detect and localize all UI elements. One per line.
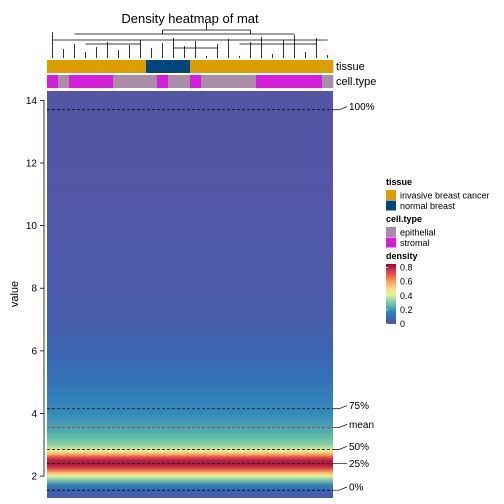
reference-connector-0: [333, 106, 348, 111]
dendro-bar-4: [85, 43, 317, 49]
density-legend-label-4: 0.8: [400, 263, 413, 273]
reference-label-0: 100%: [349, 102, 375, 113]
annotation-1-cell-5: [168, 75, 191, 88]
annotation-0-cell-1: [146, 60, 191, 73]
legend-title-1: cell.type: [386, 214, 422, 224]
column-dendrogram: [52, 22, 328, 58]
annotation-0-cell-0: [47, 60, 147, 73]
reference-label-4: 25%: [349, 459, 369, 470]
y-tick-label-4: 10: [26, 221, 38, 232]
legend-title-0: tissue: [386, 177, 412, 187]
legend-swatch-1-1: [386, 237, 396, 248]
y-tick-label-1: 4: [31, 409, 37, 420]
legend-label-0-1: normal breast: [400, 201, 456, 211]
reference-connector-3: [333, 445, 348, 450]
y-axis: 2 4 6 8 10 12 14: [26, 96, 45, 483]
annotation-1-cell-8: [256, 75, 323, 88]
annotation-1-cell-6: [190, 75, 202, 88]
reference-label-3: 50%: [349, 442, 369, 453]
annotation-0-cell-2: [190, 60, 334, 73]
legend-label-1-0: epithelial: [400, 228, 436, 238]
chart-title: Density heatmap of mat: [121, 11, 259, 26]
y-tick-label-0: 2: [31, 472, 37, 483]
y-tick-label-3: 8: [31, 284, 37, 295]
reference-connector-5: [333, 486, 348, 491]
reference-label-2: mean: [349, 420, 374, 431]
annotation-1-cell-7: [201, 75, 257, 88]
density-legend-label-3: 0.6: [400, 277, 413, 287]
heatmap-body: [47, 91, 333, 498]
annotation-1-cell-2: [69, 75, 114, 88]
annotation-1-cell-4: [157, 75, 169, 88]
density-legend-label-1: 0.2: [400, 305, 413, 315]
annotation-label-1: cell.type: [336, 76, 376, 88]
density-legend-label-0: 0: [400, 319, 405, 329]
annotation-1-cell-1: [58, 75, 70, 88]
annotation-1-cell-9: [322, 75, 334, 88]
reference-label-1: 75%: [349, 401, 369, 412]
legend-swatch-0-1: [386, 200, 396, 211]
y-tick-label-2: 6: [31, 346, 37, 357]
column-annotations: tissue cell.type: [47, 60, 376, 88]
density-legend-bar: [386, 264, 396, 324]
annotation-1-cell-3: [113, 75, 158, 88]
legend-label-0-0: invasive breast cancer: [400, 191, 490, 201]
y-tick-label-5: 12: [26, 159, 38, 170]
annotation-label-0: tissue: [336, 61, 365, 73]
dendro-bar-3: [162, 29, 251, 34]
reference-connector-2: [333, 424, 348, 428]
density-legend-label-2: 0.4: [400, 291, 413, 301]
y-tick-label-6: 14: [26, 96, 38, 107]
y-axis-label: value: [9, 281, 21, 307]
legend-swatch-0-0: [386, 190, 396, 200]
legend-swatch-1-0: [386, 227, 396, 237]
reference-connector-1: [333, 405, 348, 410]
reference-label-5: 0%: [349, 483, 364, 494]
annotation-1-cell-0: [47, 75, 59, 88]
legend-label-1-1: stromal: [400, 238, 430, 248]
legend-title-density: density: [386, 251, 418, 261]
reference-lines: 100% 75% mean 50% 25% 0%: [47, 102, 375, 494]
